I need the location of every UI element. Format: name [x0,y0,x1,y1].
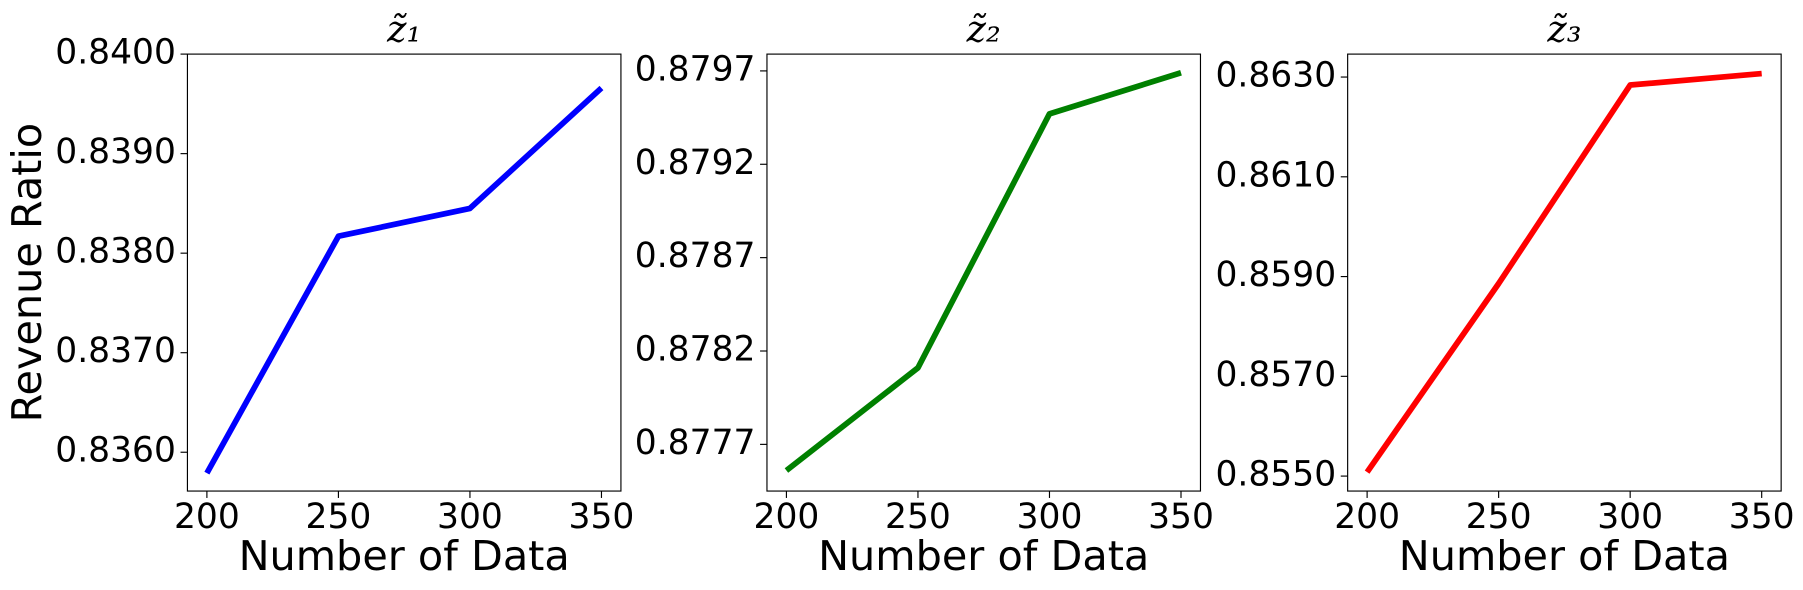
y-tick-label: 0.8390 [55,132,176,172]
x-tick-label: 300 [1017,497,1083,537]
y-tick-label: 0.8782 [635,330,756,370]
y-tick-label: 0.8797 [635,49,756,89]
x-tick-label: 250 [1466,497,1532,537]
chart-title: z̃₃ [1546,8,1581,51]
x-axis-label: Number of Data [818,532,1149,580]
line [204,85,604,475]
x-tick-label: 300 [437,497,503,537]
x-tick-label: 350 [569,497,635,537]
y-tick-label: 0.8380 [55,232,176,272]
x-tick-label: 200 [1334,497,1400,537]
x-tick-label: 200 [754,497,820,537]
x-tick-label: 300 [1597,497,1663,537]
x-axis-label: Number of Data [239,532,570,580]
y-tick-label: 0.8777 [635,423,756,463]
x-tick-label: 250 [885,497,951,537]
y-tick-label: 0.8370 [55,331,176,371]
x-tick-label: 200 [174,497,240,537]
plot-frame [1347,53,1782,492]
x-tick-label: 250 [306,497,372,537]
y-tick-label: 0.8787 [635,236,756,276]
y-tick-label: 0.8400 [55,33,176,73]
y-tick-label: 0.8550 [1215,455,1336,495]
plot-frame [766,53,1202,492]
line [1364,70,1762,474]
y-tick-label: 0.8610 [1215,155,1336,195]
chart-title: z̃₂ [966,8,1001,51]
y-tick-label: 0.8590 [1215,255,1336,295]
chart-title: z̃₁ [386,8,421,51]
y-tick-label: 0.8792 [635,143,756,183]
y-tick-label: 0.8360 [55,431,176,471]
panel: z̃₁ Number of Data Revenue Ratio 200 250 300 3… [3,8,634,580]
y-tick-label: 0.8570 [1215,355,1336,395]
x-tick-label: 350 [1729,497,1795,537]
y-tick-label: 0.8630 [1215,56,1336,96]
x-tick-label: 350 [1148,497,1214,537]
y-axis-label: Revenue Ratio [3,123,51,423]
x-axis-label: Number of Data [1399,532,1730,580]
plot-frame [186,53,622,492]
line [784,70,1182,473]
